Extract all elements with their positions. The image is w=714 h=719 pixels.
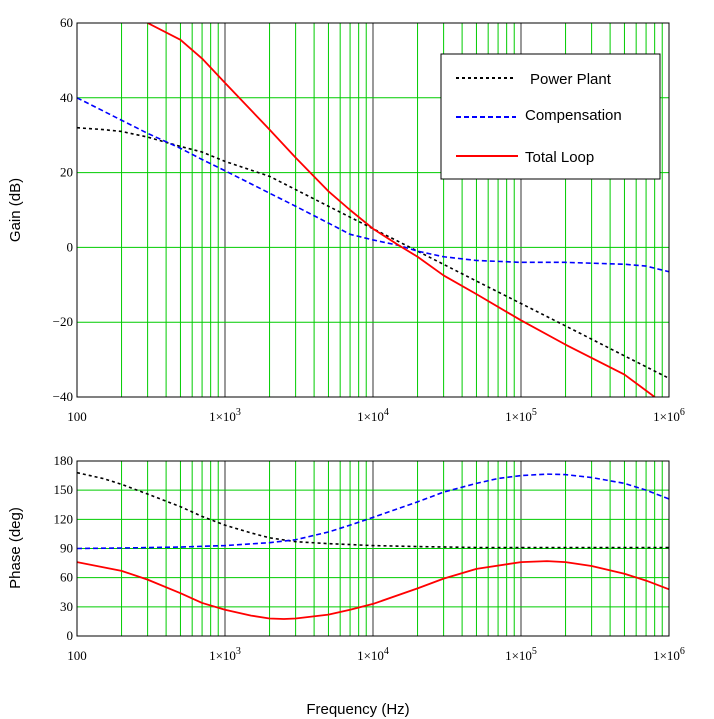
x-tick-exponent: 5	[532, 646, 537, 657]
y-tick-label: 150	[54, 482, 74, 497]
x-tick-label: 100	[67, 648, 87, 663]
phase-y-axis-label: Phase (deg)	[7, 507, 24, 589]
phase-series-power-plant	[77, 471, 669, 549]
y-tick-label: 0	[67, 628, 74, 643]
gain-frame	[76, 22, 670, 398]
legend-label-total-loop: Total Loop	[525, 149, 594, 166]
y-tick-label: 30	[60, 599, 73, 614]
gain-y-axis-label: Gain (dB)	[7, 178, 24, 242]
x-tick-label: 1×105	[505, 407, 537, 424]
gain-series-compensation	[77, 97, 669, 273]
x-tick-exponent: 3	[236, 407, 241, 418]
y-tick-label: 40	[60, 90, 73, 105]
x-tick-base: 100	[67, 409, 87, 424]
x-tick-label: 100	[67, 409, 87, 424]
y-tick-label: −20	[53, 314, 73, 329]
x-tick-exponent: 6	[680, 407, 685, 418]
legend-box	[440, 53, 661, 180]
x-tick-base: 1×10	[653, 648, 680, 663]
x-tick-exponent: 5	[532, 407, 537, 418]
legend-label-compensation: Compensation	[525, 107, 622, 124]
y-tick-label: 60	[60, 15, 73, 30]
y-tick-label: 120	[54, 511, 74, 526]
x-tick-base: 1×10	[209, 409, 236, 424]
x-tick-exponent: 3	[236, 646, 241, 657]
y-tick-label: 60	[60, 570, 73, 585]
x-tick-exponent: 4	[384, 646, 389, 657]
phase-series	[77, 471, 669, 620]
gain-series-power-plant	[77, 126, 669, 380]
gain-x-tick-labels: 100 1×103 1×104 1×105 1×106	[67, 407, 685, 424]
phase-y-tick-labels: 0 30 60 90 120 150 180	[54, 453, 74, 643]
x-tick-base: 1×10	[505, 409, 532, 424]
x-tick-label: 1×106	[653, 407, 685, 424]
legend-label-power-plant: Power Plant	[530, 71, 612, 88]
x-tick-label: 1×104	[357, 407, 389, 424]
x-tick-label: 1×105	[505, 646, 537, 663]
phase-x-tick-labels: 100 1×103 1×104 1×105 1×106	[67, 646, 685, 663]
gain-y-tick-labels: −40 −20 0 20 40 60	[53, 15, 73, 404]
phase-frame	[76, 460, 670, 637]
y-tick-label: −40	[53, 389, 73, 404]
x-tick-base: 1×10	[209, 648, 236, 663]
x-tick-base: 1×10	[653, 409, 680, 424]
phase-series-compensation	[77, 473, 669, 550]
x-tick-base: 1×10	[357, 409, 384, 424]
x-tick-base: 1×10	[357, 648, 384, 663]
y-tick-label: 90	[60, 541, 73, 556]
x-tick-label: 1×104	[357, 646, 389, 663]
x-tick-exponent: 6	[680, 646, 685, 657]
gain-series-total-loop	[147, 23, 656, 397]
phase-series-total-loop	[77, 560, 669, 620]
x-tick-exponent: 4	[384, 407, 389, 418]
y-tick-label: 20	[60, 165, 73, 180]
legend: Power Plant Compensation Total Loop	[440, 53, 661, 180]
x-tick-base: 1×10	[505, 648, 532, 663]
x-tick-base: 100	[67, 648, 87, 663]
x-tick-label: 1×106	[653, 646, 685, 663]
y-tick-label: 0	[67, 239, 74, 254]
y-tick-label: 180	[54, 453, 74, 468]
gain-series	[77, 23, 669, 397]
x-tick-label: 1×103	[209, 407, 241, 424]
x-tick-label: 1×103	[209, 646, 241, 663]
x-axis-label: Frequency (Hz)	[306, 701, 409, 718]
